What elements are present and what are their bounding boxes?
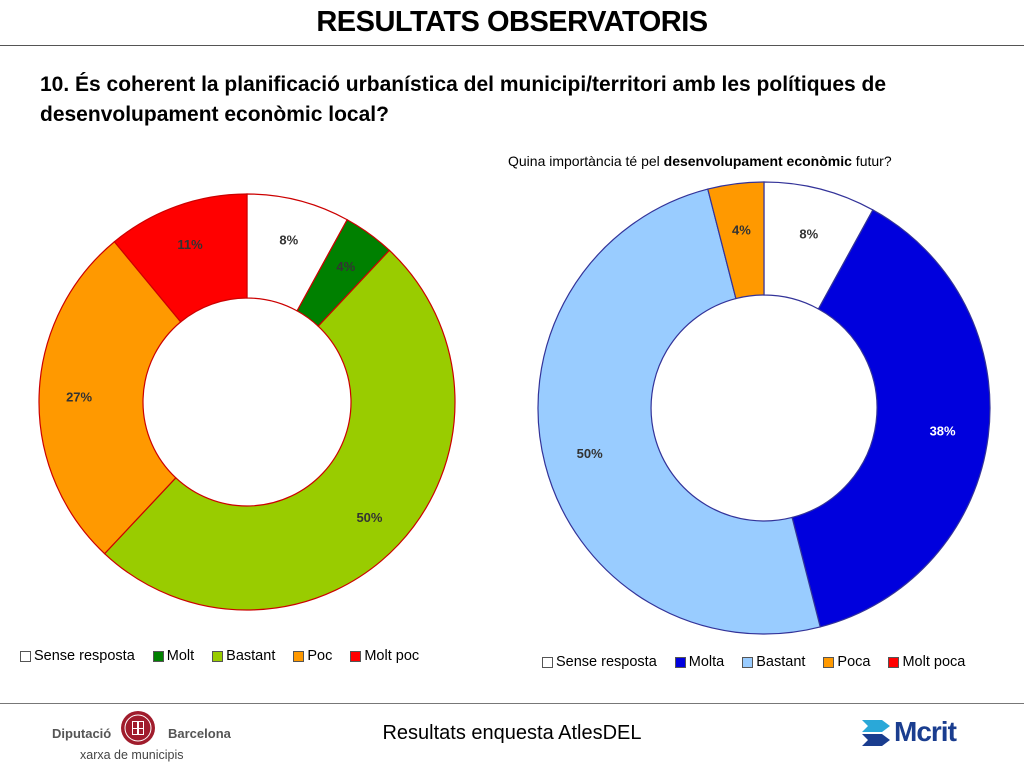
chart-2-legend-swatch-0 bbox=[542, 656, 553, 668]
chart-2-legend-label-4: Molt poca bbox=[902, 654, 966, 670]
chart-1-legend-swatch-4 bbox=[350, 650, 362, 662]
chart-1-legend-label-0: Sense resposta bbox=[34, 648, 135, 664]
chart-2-legend-swatch-2 bbox=[742, 656, 754, 668]
chart-1-data-label-1: 4% bbox=[336, 259, 355, 274]
logo-word-barcelona: Barcelona bbox=[168, 726, 231, 741]
chart-2-legend-label-1: Molta bbox=[688, 654, 725, 670]
chart-2-legend-swatch-1 bbox=[674, 656, 686, 668]
chart-1-legend-item-1: Molt bbox=[152, 648, 195, 664]
chart-1-legend-label-3: Poc bbox=[307, 648, 333, 664]
seal-icon bbox=[121, 711, 155, 745]
chart-2-legend-item-3: Poca bbox=[823, 654, 870, 670]
chart-2-data-label-1: 38% bbox=[930, 424, 956, 439]
chart-1-data-label-4: 11% bbox=[177, 237, 203, 252]
chart-2-slice-2 bbox=[537, 188, 821, 635]
chart-2-legend-label-0: Sense resposta bbox=[556, 654, 657, 670]
chart-1-data-label-3: 27% bbox=[66, 390, 92, 405]
page-title: RESULTATS OBSERVATORIS bbox=[316, 6, 708, 38]
footer-text: Resultats enquesta AtlesDEL bbox=[382, 722, 642, 744]
chart-1-legend-swatch-3 bbox=[293, 650, 305, 662]
chart-2-legend-item-2: Bastant bbox=[742, 654, 805, 670]
chart-1-legend-item-4: Molt poc bbox=[350, 648, 419, 664]
logo-word-mcrit: Mcrit bbox=[894, 716, 957, 747]
chart-2-title-pre: Quina importància té pel bbox=[508, 153, 664, 169]
chart-2-data-label-2: 50% bbox=[577, 446, 603, 461]
logo-word-diputacio: Diputació bbox=[52, 726, 112, 741]
chart-2-slice-3 bbox=[707, 181, 765, 300]
chart-2-legend-item-4: Molt poca bbox=[888, 654, 965, 670]
title-divider bbox=[0, 45, 1024, 46]
chart-1-legend-item-3: Poc bbox=[293, 648, 332, 664]
diputacio-barcelona-logo: Diputació Barcelona xarxa de municipis bbox=[52, 710, 232, 764]
chart-1-slice-3 bbox=[38, 240, 182, 555]
chart-1-data-label-2: 50% bbox=[356, 510, 382, 525]
chart-1-legend-label-4: Molt poc bbox=[364, 648, 420, 664]
chart-1-legend: Sense resposta Molt Bastant Poc Molt poc bbox=[20, 648, 419, 664]
chart-2-data-label-3: 4% bbox=[732, 222, 751, 237]
chart-1-legend-swatch-2 bbox=[212, 650, 224, 662]
chart-1-slice-2 bbox=[103, 249, 456, 611]
chart-2-legend-label-2: Bastant bbox=[756, 654, 806, 670]
chart-1-legend-swatch-1 bbox=[152, 650, 164, 662]
chart-2-title: Quina importància té pel desenvolupament… bbox=[508, 153, 988, 169]
chart-2-title-bold: desenvolupament econòmic bbox=[663, 153, 852, 169]
chart-2-legend: Sense resposta Molta Bastant Poca Molt poca bbox=[542, 654, 965, 670]
chart-2-title-post: futur? bbox=[851, 153, 892, 169]
chart-2-legend-swatch-3 bbox=[823, 656, 835, 668]
chart-1-legend-label-1: Molt bbox=[166, 648, 195, 664]
arrows-icon bbox=[862, 720, 890, 746]
footer-divider bbox=[0, 703, 1024, 704]
mcrit-logo: Mcrit bbox=[860, 712, 980, 752]
chart-1-data-label-0: 8% bbox=[279, 232, 298, 247]
chart-2-legend-label-3: Poca bbox=[837, 654, 871, 670]
chart-2-legend-item-0: Sense resposta bbox=[542, 654, 657, 670]
chart-2-data-label-0: 8% bbox=[799, 227, 818, 242]
chart-1-legend-swatch-0 bbox=[20, 650, 31, 662]
question-text: 10. És coherent la planificació urbaníst… bbox=[40, 73, 887, 126]
chart-1-legend-item-2: Bastant bbox=[212, 648, 275, 664]
chart-2-legend-swatch-4 bbox=[888, 656, 900, 668]
chart-1-slice-4 bbox=[113, 193, 248, 323]
chart-1-legend-label-2: Bastant bbox=[226, 648, 276, 664]
chart-2-slice-1 bbox=[791, 209, 991, 628]
chart-2-legend-item-1: Molta bbox=[674, 654, 725, 670]
chart-1-legend-item-0: Sense resposta bbox=[20, 648, 135, 664]
logo-word-xarxa: xarxa de municipis bbox=[80, 748, 184, 762]
